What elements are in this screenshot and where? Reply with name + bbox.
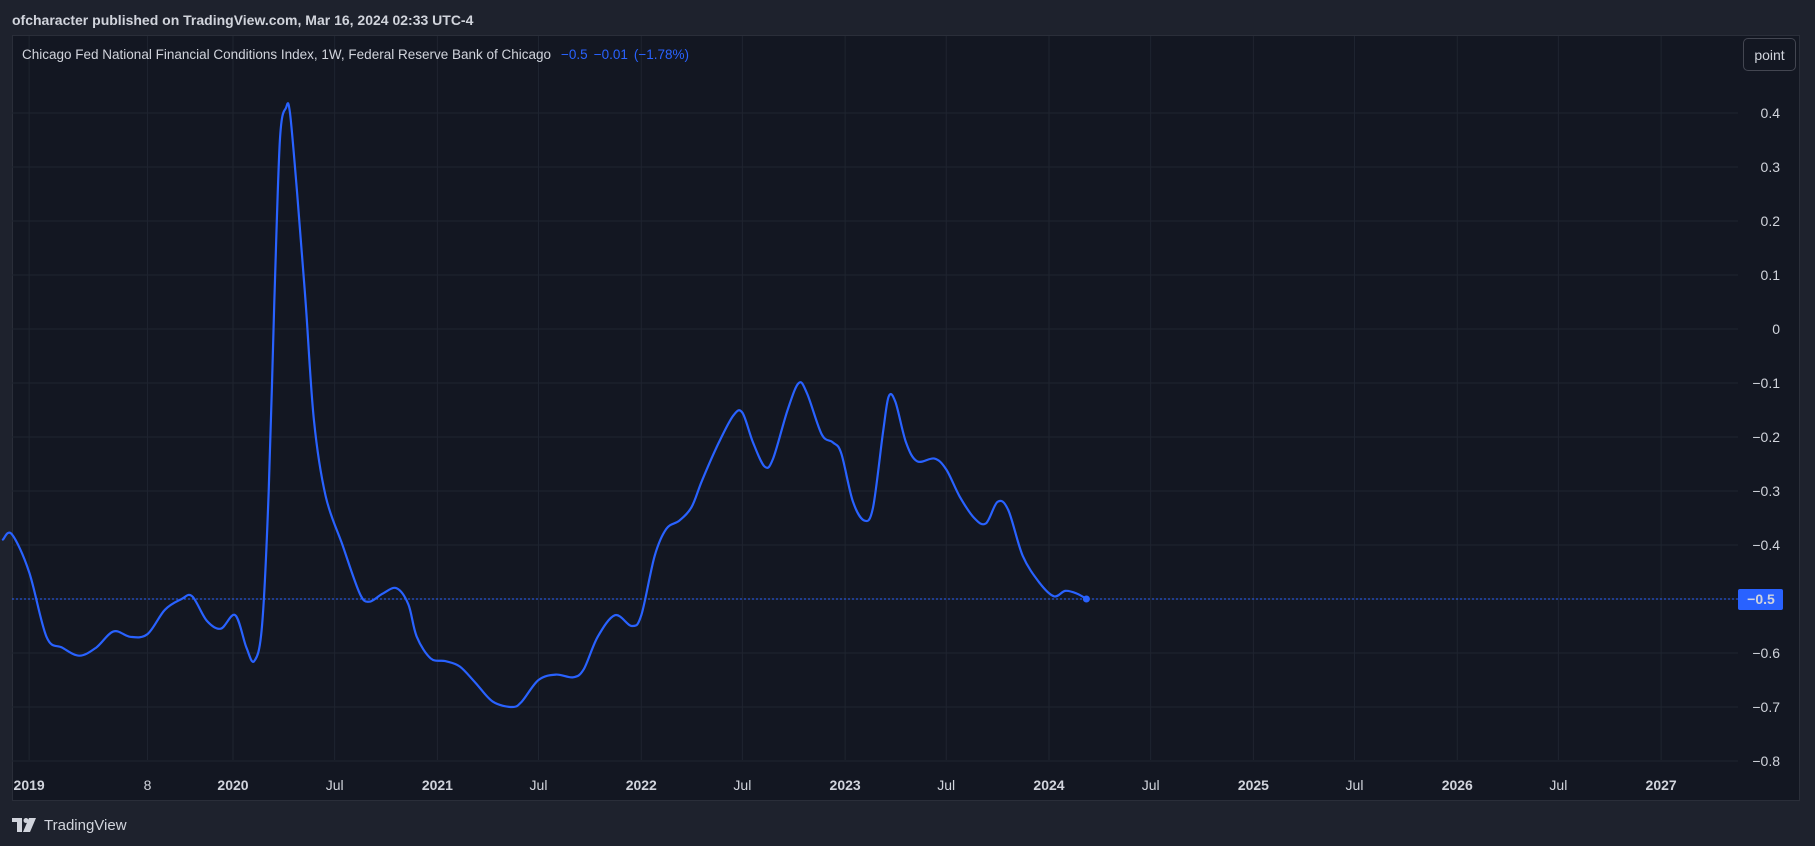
x-tick-label: 2026 <box>1442 777 1473 793</box>
legend-change-pct: (−1.78%) <box>633 46 690 62</box>
y-tick-label: 0.2 <box>1761 213 1781 229</box>
y-tick-label: 0.3 <box>1761 159 1781 175</box>
x-tick-label: Jul <box>733 777 751 793</box>
x-tick-label: 2022 <box>626 777 657 793</box>
x-tick-label: Jul <box>1346 777 1364 793</box>
legend-title: Chicago Fed National Financial Condition… <box>22 46 552 62</box>
y-tick-label: −0.1 <box>1752 375 1780 391</box>
x-tick-label: Jul <box>530 777 548 793</box>
brand-name: TradingView <box>44 816 127 834</box>
x-tick-label: 2027 <box>1646 777 1677 793</box>
legend-value: −0.5 <box>561 46 588 62</box>
y-tick-label: 0 <box>1772 321 1780 337</box>
series-legend: Chicago Fed National Financial Condition… <box>22 44 689 64</box>
series-line <box>1 102 1088 709</box>
y-tick-label: −0.3 <box>1752 483 1780 499</box>
tradingview-logo-icon <box>12 818 36 832</box>
last-value-point <box>1082 595 1090 603</box>
x-tick-label: Jul <box>1142 777 1160 793</box>
last-value-label: −0.5 <box>1747 591 1775 607</box>
x-tick-label: 2024 <box>1033 777 1064 793</box>
y-tick-label: −0.4 <box>1752 537 1780 553</box>
tradingview-brand[interactable]: TradingView <box>12 815 127 835</box>
chart-panel[interactable] <box>12 35 1800 801</box>
y-tick-label: −0.7 <box>1752 699 1780 715</box>
y-tick-label: 0.4 <box>1761 105 1781 121</box>
x-tick-label: 2025 <box>1238 777 1269 793</box>
y-tick-label: −0.8 <box>1752 753 1780 769</box>
last-value-badge: −0.5 <box>1738 589 1783 610</box>
legend-values: −0.5 −0.01 (−1.78%) <box>561 47 689 62</box>
legend-change: −0.01 <box>593 46 628 62</box>
published-by-header: ofcharacter published on TradingView.com… <box>12 12 474 28</box>
scale-mode-button[interactable]: point <box>1743 38 1796 71</box>
y-axis: 0.40.30.20.10−0.1−0.2−0.3−0.4−0.5−0.6−0.… <box>1752 105 1780 769</box>
y-tick-label: −0.6 <box>1752 645 1780 661</box>
x-tick-label: 2023 <box>830 777 861 793</box>
x-tick-label: 2021 <box>422 777 453 793</box>
x-tick-label: Jul <box>937 777 955 793</box>
x-tick-label: Jul <box>1549 777 1567 793</box>
x-tick-label: 2020 <box>217 777 248 793</box>
x-axis: 2019 8 2020 Jul 2021 Jul 2022 Jul 2023 Jul 2024 Jul… <box>14 777 1677 793</box>
y-tick-label: 0.1 <box>1761 267 1781 283</box>
x-tick-label: 2019 <box>14 777 45 793</box>
x-tick-label: Jul <box>326 777 344 793</box>
x-tick-label: 8 <box>144 777 152 793</box>
y-tick-label: −0.2 <box>1752 429 1780 445</box>
